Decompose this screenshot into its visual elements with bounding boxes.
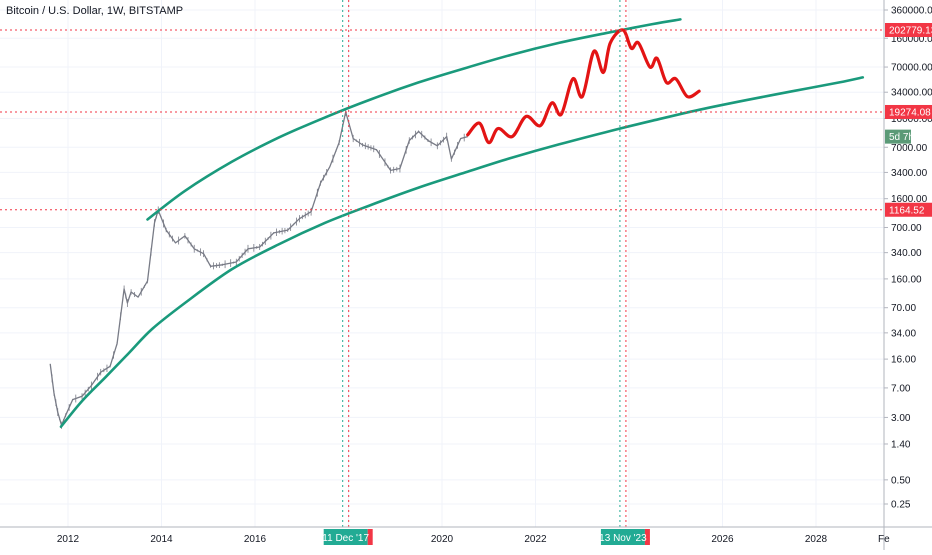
y-tick-label: 160000.00 xyxy=(891,34,932,45)
price-tag-label: 19274.08 xyxy=(889,107,931,118)
x-tick-label: 2022 xyxy=(524,534,547,545)
y-tick-label: 360000.00 xyxy=(891,6,932,17)
y-tick-label: 16000.00 xyxy=(891,114,932,125)
y-tick-label: 340.00 xyxy=(891,248,922,259)
x-tick-label: 2028 xyxy=(805,534,828,545)
y-tick-label: 700.00 xyxy=(891,223,922,234)
y-tick-label: 0.25 xyxy=(891,500,911,511)
x-tick-label: 2014 xyxy=(150,534,173,545)
date-tag-label: 11 Dec '17 xyxy=(322,533,369,544)
x-tick-label-partial: Fe xyxy=(878,534,890,545)
y-tick-label: 7.00 xyxy=(891,383,911,394)
channel-lower-line xyxy=(59,76,865,428)
price-tags: 202779.13 19274.08 1164.52 5d 7h 11 Dec '17 1… xyxy=(322,22,932,545)
countdown-tag-bg xyxy=(885,129,911,144)
date-tag-bg xyxy=(323,529,368,545)
price-tag-bg xyxy=(885,22,932,37)
x-tick-label: 2016 xyxy=(244,534,267,545)
y-tick-label: 3400.00 xyxy=(891,168,928,179)
price-tag-label: 202779.13 xyxy=(889,25,932,36)
y-tick-label: 0.50 xyxy=(891,475,911,486)
marker-lines xyxy=(0,0,884,527)
y-tick-label: 70.00 xyxy=(891,303,916,314)
symbol-title: Bitcoin / U.S. Dollar, 1W, BITSTAMP xyxy=(6,5,184,17)
y-tick-label: 1600.00 xyxy=(891,194,928,205)
price-history-line xyxy=(49,111,468,426)
x-tick-label: 2020 xyxy=(431,534,454,545)
projection-line xyxy=(466,28,701,145)
date-tag-edge xyxy=(367,529,373,545)
date-tag-edge xyxy=(644,529,650,545)
x-tick-label: 2026 xyxy=(711,534,734,545)
channel-upper-line xyxy=(146,18,682,221)
y-tick-label: 16.00 xyxy=(891,355,916,366)
countdown-tag-label: 5d 7h xyxy=(889,132,914,143)
date-tag-label: 13 Nov '23 xyxy=(599,533,647,544)
y-tick-label: 1.40 xyxy=(891,439,911,450)
date-tag-bg xyxy=(600,529,645,545)
price-tag-bg xyxy=(885,104,932,119)
y-tick-label: 7000.00 xyxy=(891,143,928,154)
price-tag-label: 1164.52 xyxy=(889,205,925,216)
y-tick-label: 3.00 xyxy=(891,413,911,424)
growth-channel xyxy=(59,18,865,428)
y-tick-label: 160.00 xyxy=(891,274,922,285)
x-tick-label: 2012 xyxy=(57,534,80,545)
grid-lines xyxy=(0,0,884,527)
price-series xyxy=(49,108,468,429)
y-tick-label: 34.00 xyxy=(891,328,916,339)
price-tag-bg xyxy=(885,202,932,217)
projection-series xyxy=(466,28,701,145)
y-tick-label: 34000.00 xyxy=(891,88,932,99)
y-tick-label: 70000.00 xyxy=(891,63,932,74)
